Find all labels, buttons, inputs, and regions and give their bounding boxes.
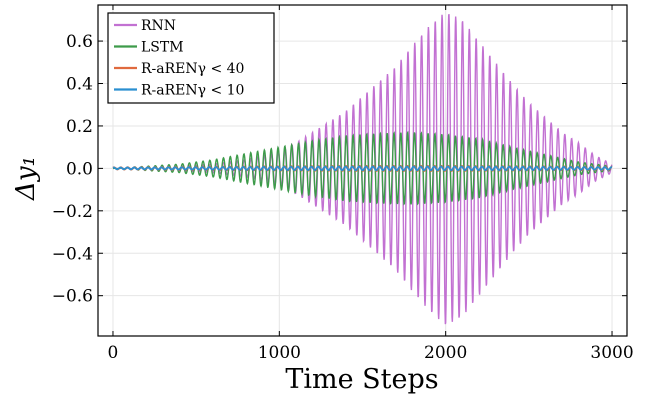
y-tick-label: −0.2 bbox=[52, 202, 93, 222]
series-line-1 bbox=[112, 13, 613, 325]
legend-label: LSTM bbox=[141, 40, 184, 56]
legend-label: RNN bbox=[141, 18, 176, 34]
plot-frame bbox=[97, 4, 628, 337]
series-line-4 bbox=[112, 165, 613, 172]
y-axis-title: Δy₁ bbox=[11, 156, 41, 201]
tick-labels: 0 1000 2000 3000 −0.6 −0.4 −0.2 0.0 0.2 0.4 0.6 bbox=[52, 32, 634, 363]
y-tick-label: 0.0 bbox=[66, 159, 93, 179]
legend: RNN LSTM R-aRENγ < 40 R-aRENγ < 10 bbox=[107, 12, 275, 104]
y-tick-label: −0.6 bbox=[52, 287, 93, 307]
axes bbox=[97, 4, 628, 337]
legend-label: R-aRENγ < 10 bbox=[141, 83, 244, 99]
x-tick-label: 0 bbox=[108, 343, 119, 363]
series-layer bbox=[112, 13, 613, 325]
series-line-2 bbox=[112, 130, 613, 206]
y-tick-label: 0.4 bbox=[66, 75, 93, 95]
x-tick-label: 2000 bbox=[424, 343, 467, 363]
y-tick-label: 0.2 bbox=[66, 117, 93, 137]
legend-box bbox=[107, 12, 275, 104]
y-tick-label: 0.6 bbox=[66, 32, 93, 52]
legend-label: R-aRENγ < 40 bbox=[141, 61, 244, 77]
x-tick-label: 1000 bbox=[258, 343, 301, 363]
x-tick-label: 3000 bbox=[590, 343, 633, 363]
y-tick-label: −0.4 bbox=[52, 244, 93, 264]
x-axis-title: Time Steps bbox=[285, 364, 438, 395]
